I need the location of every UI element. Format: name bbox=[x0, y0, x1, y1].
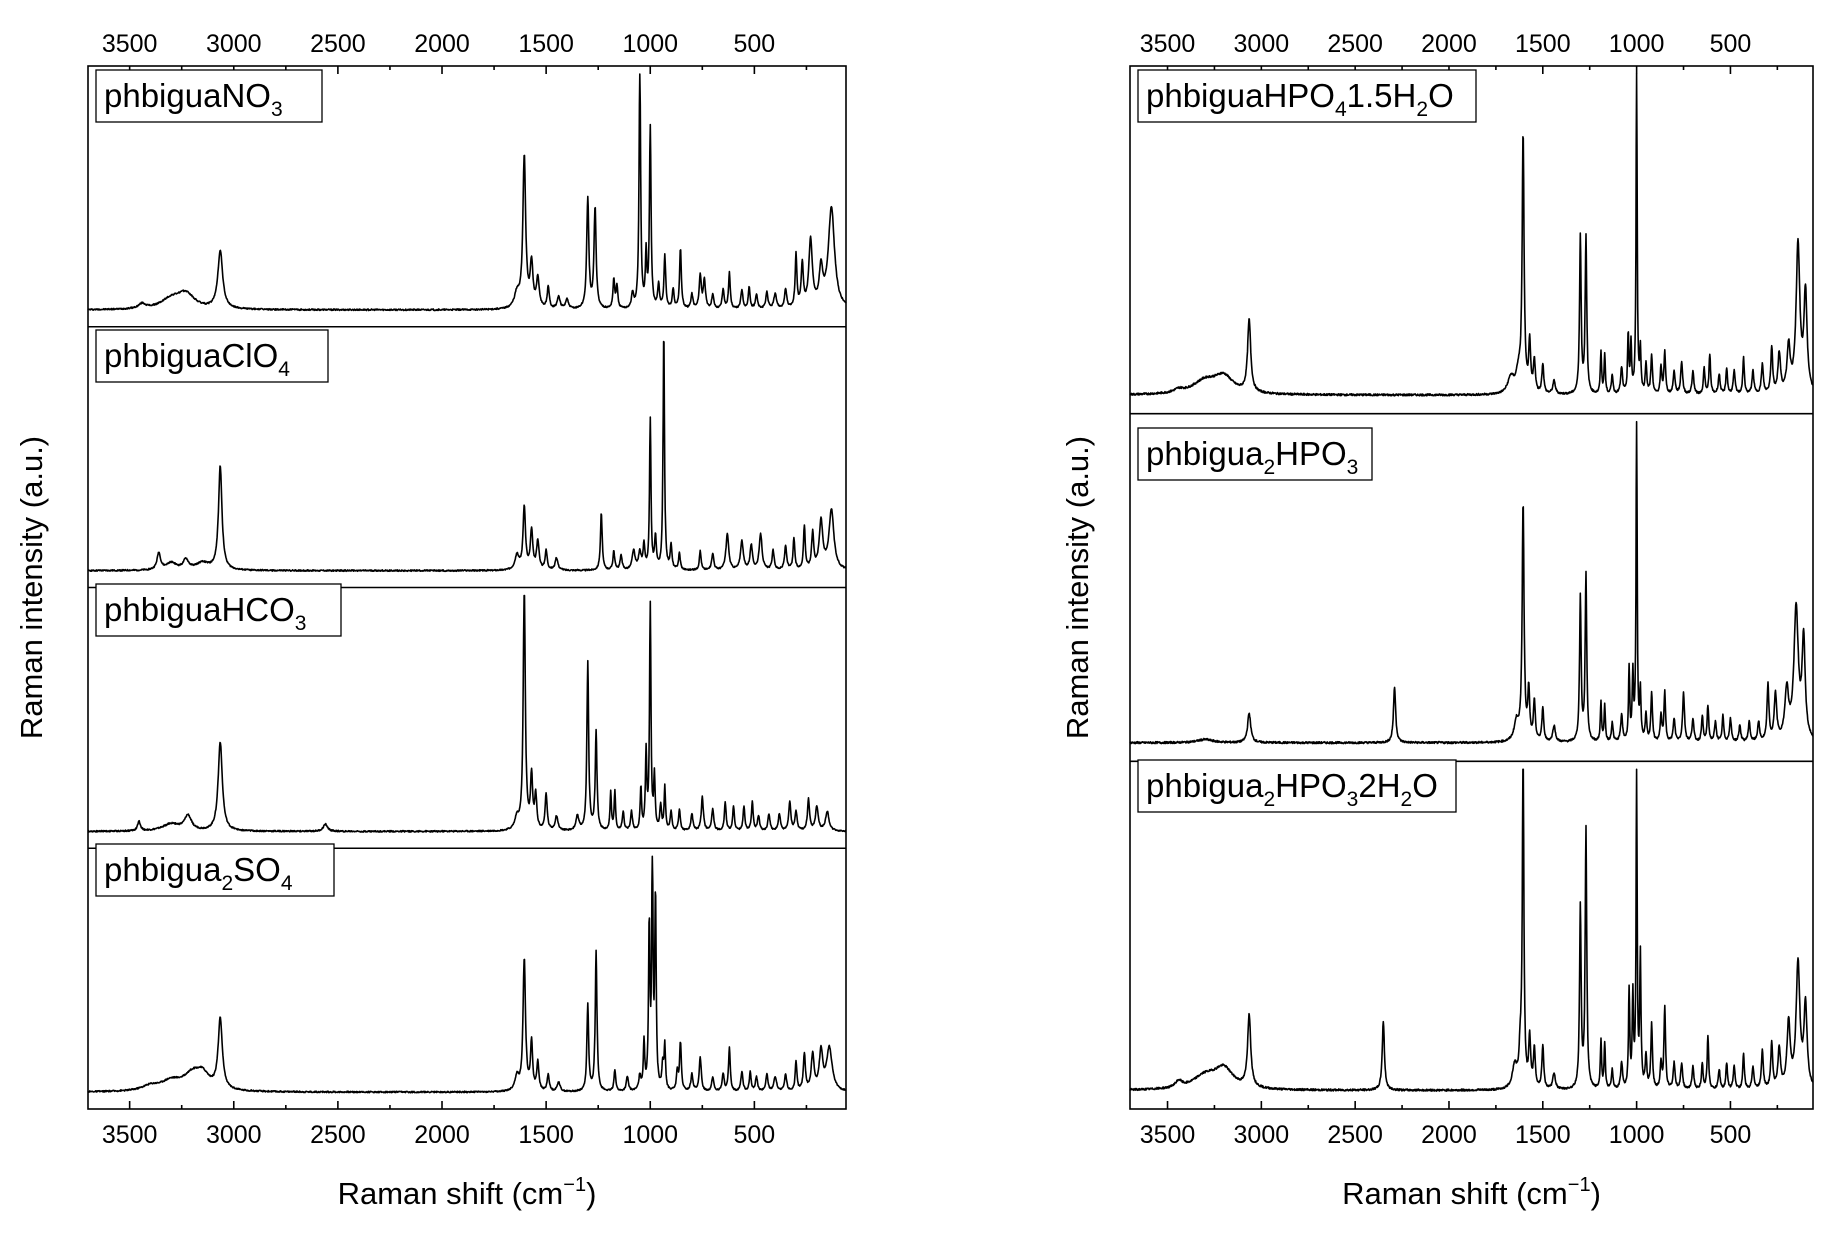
x-tick-label-top: 3500 bbox=[1140, 30, 1196, 58]
legend-box bbox=[95, 329, 329, 383]
y-axis-title: Raman intensity (a.u.) bbox=[1060, 436, 1095, 739]
spectrum-line bbox=[87, 340, 847, 573]
x-tick-label-top: 2500 bbox=[310, 30, 366, 58]
spectrum-line bbox=[87, 855, 847, 1094]
chart-right: 3500 3500 3000 3000 2500 2500 2000 2000 1500 1500… bbox=[1060, 30, 1814, 1211]
x-tick-label-bottom: 2500 bbox=[1327, 1121, 1383, 1149]
x-tick-label-bottom: 2000 bbox=[414, 1121, 470, 1149]
x-tick-label-top: 500 bbox=[734, 30, 776, 58]
x-tick-label-bottom: 500 bbox=[1710, 1121, 1752, 1149]
x-tick-label-bottom: 3000 bbox=[1234, 1121, 1290, 1149]
x-tick-label-bottom: 1500 bbox=[1515, 1121, 1571, 1149]
x-tick-label-bottom: 1000 bbox=[622, 1121, 678, 1149]
legend-box bbox=[1137, 69, 1477, 123]
x-axis-title: Raman shift (cm−1) bbox=[1342, 1174, 1601, 1211]
legend-label: phbiguaHCO3 bbox=[104, 591, 306, 635]
spectrum-line bbox=[1129, 768, 1814, 1092]
legend-label: phbiguaNO3 bbox=[104, 77, 283, 121]
x-tick-label-bottom: 2000 bbox=[1421, 1121, 1477, 1149]
x-axis-title: Raman shift (cm−1) bbox=[338, 1174, 597, 1211]
x-tick-label-bottom: 1000 bbox=[1609, 1121, 1665, 1149]
spectrum-line bbox=[87, 73, 847, 312]
plot-frame bbox=[1129, 65, 1814, 1110]
x-tick-label-bottom: 1500 bbox=[518, 1121, 574, 1149]
legend-label: phbigua2HPO3 bbox=[1146, 435, 1358, 479]
legend-label: phbigua2SO4 bbox=[104, 851, 293, 895]
x-tick-label-bottom: 3500 bbox=[1140, 1121, 1196, 1149]
x-tick-label-top: 3500 bbox=[102, 30, 158, 58]
x-tick-label-top: 500 bbox=[1710, 30, 1752, 58]
legend-box bbox=[95, 843, 335, 897]
x-tick-label-top: 1500 bbox=[518, 30, 574, 58]
legend-label: phbiguaHPO41.5H2O bbox=[1146, 77, 1454, 121]
x-tick-label-top: 1000 bbox=[622, 30, 678, 58]
y-axis-title: Raman intensity (a.u.) bbox=[14, 436, 49, 739]
x-tick-label-top: 1500 bbox=[1515, 30, 1571, 58]
legend-box bbox=[95, 69, 323, 123]
x-tick-label-bottom: 3000 bbox=[206, 1121, 262, 1149]
x-tick-label-top: 2000 bbox=[1421, 30, 1477, 58]
spectrum-line bbox=[87, 594, 847, 833]
x-tick-label-top: 2000 bbox=[414, 30, 470, 58]
legend-box bbox=[1137, 427, 1373, 481]
chart-left: 3500 3500 3000 3000 2500 2500 2000 2000 1500 1500… bbox=[14, 30, 847, 1211]
legend-label: phbigua2HPO32H2O bbox=[1146, 767, 1438, 811]
x-tick-label-bottom: 500 bbox=[734, 1121, 776, 1149]
x-tick-label-top: 2500 bbox=[1327, 30, 1383, 58]
spectrum-line bbox=[1129, 420, 1814, 745]
x-tick-label-top: 3000 bbox=[206, 30, 262, 58]
spectrum-line bbox=[1129, 73, 1814, 397]
x-tick-label-bottom: 3500 bbox=[102, 1121, 158, 1149]
legend-box bbox=[1137, 759, 1457, 813]
x-tick-label-bottom: 2500 bbox=[310, 1121, 366, 1149]
x-tick-label-top: 3000 bbox=[1234, 30, 1290, 58]
legend-box bbox=[95, 583, 342, 637]
x-tick-label-top: 1000 bbox=[1609, 30, 1665, 58]
legend-label: phbiguaClO4 bbox=[104, 337, 290, 381]
